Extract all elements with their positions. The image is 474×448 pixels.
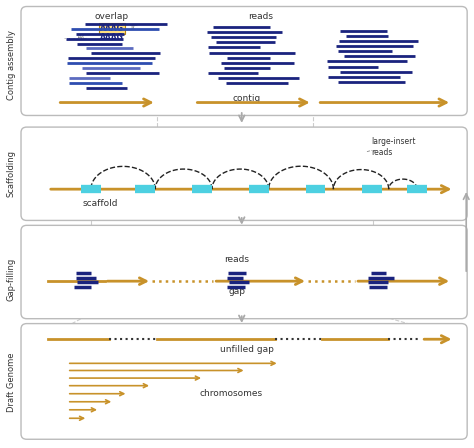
Text: large-insert
reads: large-insert reads — [372, 137, 416, 157]
Text: TC . . .: TC . . . — [129, 26, 151, 31]
FancyBboxPatch shape — [21, 127, 467, 220]
Text: AAAG: AAAG — [100, 24, 124, 33]
Text: Draft Genome: Draft Genome — [7, 353, 16, 412]
Text: . . . AC: . . . AC — [64, 34, 87, 40]
Text: gap: gap — [228, 287, 246, 297]
Text: reads: reads — [225, 255, 249, 264]
Text: Scaffolding: Scaffolding — [7, 151, 16, 198]
Text: Gap-filling: Gap-filling — [7, 258, 16, 302]
Text: chromosomes: chromosomes — [199, 389, 262, 398]
FancyBboxPatch shape — [21, 7, 467, 116]
Text: reads: reads — [248, 12, 273, 21]
Text: contig: contig — [232, 94, 261, 103]
FancyBboxPatch shape — [21, 323, 467, 439]
Text: Contig assembly: Contig assembly — [7, 30, 16, 100]
Text: unfilled gap: unfilled gap — [219, 345, 273, 353]
Text: AAAG: AAAG — [100, 33, 124, 42]
FancyBboxPatch shape — [21, 225, 467, 319]
Text: overlap: overlap — [95, 12, 129, 21]
Text: scaffold: scaffold — [82, 199, 118, 208]
